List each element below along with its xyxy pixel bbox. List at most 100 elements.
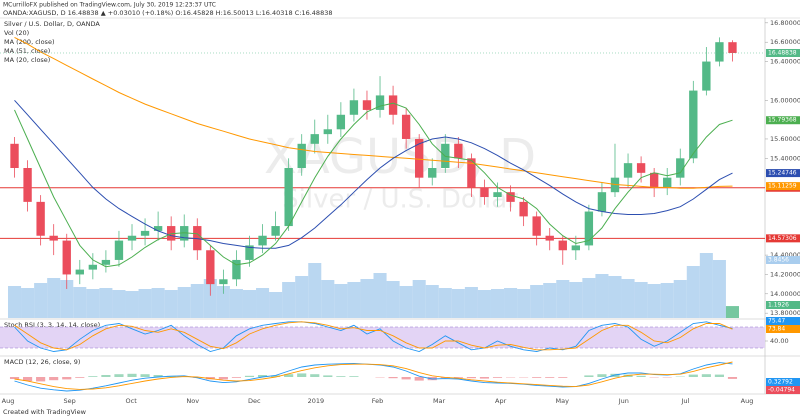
volume-bar: [34, 283, 48, 318]
macd-histogram: [453, 377, 463, 378]
macd-histogram: [323, 375, 333, 377]
candle-body: [415, 138, 424, 178]
macd-hist-last-label-bg: [766, 386, 800, 394]
macd-histogram: [257, 375, 268, 377]
footer: Created with TradingView: [3, 408, 87, 416]
volume-bar: [256, 288, 270, 318]
candle-body: [689, 90, 698, 159]
x-tick-label: Sep: [63, 397, 75, 405]
candle-body: [219, 279, 228, 285]
macd-histogram: [688, 374, 698, 377]
volume-bar: [399, 286, 413, 318]
macd-histogram: [62, 377, 72, 380]
volume-bar: [138, 289, 152, 318]
macd-histogram: [714, 374, 724, 377]
macd-legend: MACD (12, 26, close, 9): [4, 358, 80, 366]
y-tick-label: 16.00000: [770, 96, 800, 104]
candle-body: [506, 192, 515, 202]
volume-bar: [242, 290, 257, 318]
volume-bar: [660, 283, 674, 318]
x-tick-label: Nov: [186, 397, 199, 405]
ma-last-label: 15.79368: [768, 117, 797, 124]
candle-body: [362, 100, 372, 110]
y-tick-label: 16.60000: [770, 38, 800, 46]
volume-bar: [582, 278, 596, 318]
volume-bar: [164, 290, 178, 318]
macd-histogram: [727, 377, 738, 379]
y-tick-label: 14.00000: [770, 290, 800, 298]
volume-bar: [543, 283, 557, 318]
level-label-bg: [766, 234, 800, 243]
legend-volume: Vol (20): [4, 29, 29, 37]
macd-histogram: [140, 374, 150, 377]
macd-histogram: [701, 374, 711, 377]
stoch-line: [14, 321, 733, 351]
macd-histogram: [231, 377, 242, 378]
volume-bar: [282, 282, 296, 318]
level-label: 14.57306: [768, 235, 797, 242]
candle-body: [702, 61, 711, 91]
legend-ma: MA (20, close): [4, 56, 50, 64]
volume-last-label: 1.1926: [768, 302, 789, 309]
candle-body: [75, 269, 84, 275]
candle-body: [558, 240, 567, 251]
macd-histogram: [466, 377, 476, 379]
volume-bar: [569, 282, 583, 318]
stoch-last-label: 75.47: [768, 318, 785, 325]
macd-histogram: [349, 376, 359, 377]
x-tick-label: Dec: [248, 397, 261, 405]
candle-body: [349, 100, 359, 115]
volume-bar: [373, 273, 387, 318]
candle-body: [623, 163, 633, 178]
x-tick-label: Aug: [2, 397, 15, 405]
volume-bar: [556, 280, 570, 318]
ma-last-label: 15.11259: [768, 183, 797, 190]
macd-histogram: [49, 377, 59, 381]
macd-histogram: [88, 376, 98, 377]
volume-bar: [451, 289, 465, 318]
candle-body: [284, 168, 293, 227]
candle-body: [493, 192, 502, 198]
candle-body: [480, 187, 489, 198]
stoch-last-label: 73.84: [768, 326, 785, 333]
stoch-line: [14, 321, 733, 352]
candle-body: [649, 172, 659, 188]
volume-bar: [608, 276, 622, 318]
ma-last-label-bg: [766, 182, 800, 191]
volume-bar: [60, 280, 74, 318]
volume-ma-label: 3.8456: [768, 257, 789, 264]
macd-histogram: [271, 375, 281, 377]
macd-histogram: [9, 377, 20, 379]
candle-body: [663, 177, 672, 188]
candle-body: [336, 114, 346, 130]
candle-body: [140, 230, 150, 236]
macd-histogram: [636, 375, 646, 377]
volume-bar: [438, 288, 452, 318]
candle-body: [271, 226, 280, 236]
candle-body: [297, 143, 306, 168]
ma-last-label-bg: [766, 116, 800, 125]
macd-histogram: [101, 375, 111, 377]
x-tick-label: Jul: [680, 397, 689, 405]
legend-ma: MA (200, close): [4, 38, 54, 46]
watermark-name: Silver / U.S. Dollar: [282, 185, 518, 215]
candle-body: [519, 201, 528, 217]
volume-bar: [73, 287, 87, 318]
macd-histogram: [479, 377, 490, 379]
volume-bar: [490, 289, 505, 318]
ma-line: [14, 36, 733, 189]
macd-last-label: 0.32792: [768, 379, 793, 386]
volume-bar: [647, 284, 661, 318]
candle-body: [10, 143, 19, 168]
candle-body: [388, 95, 398, 115]
volume-bar: [190, 284, 204, 318]
ma-last-label-bg: [766, 169, 800, 178]
volume-bar: [725, 306, 739, 318]
legend-title: Silver / U.S. Dollar, D, OANDA: [4, 20, 100, 28]
macd-histogram: [414, 377, 424, 381]
candle-body: [636, 163, 646, 173]
y-tick-label: 16.40000: [770, 58, 800, 66]
macd-histogram: [36, 377, 46, 382]
macd-histogram: [388, 377, 398, 379]
